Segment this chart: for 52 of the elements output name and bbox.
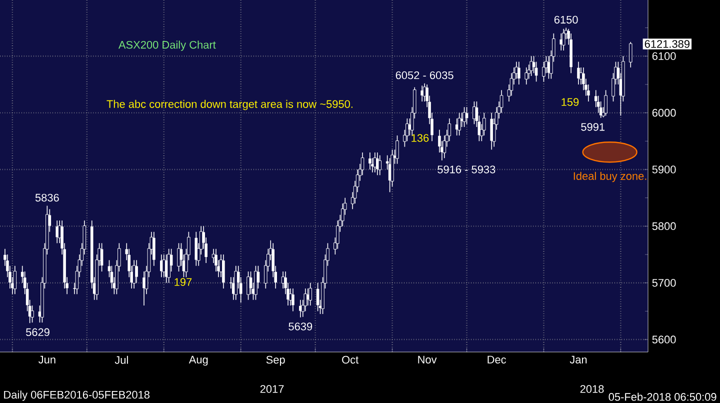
candlestick [560, 33, 563, 51]
y-tick-label: 5900 [652, 166, 676, 174]
annotation: 5991 [581, 123, 605, 131]
candlestick [577, 61, 580, 85]
annotation: 197 [174, 278, 192, 286]
candlestick [628, 42, 632, 68]
annotation: 5916 - 5933 [438, 166, 496, 174]
text: 2017 [260, 385, 284, 393]
annotation: 6121.389 [644, 40, 690, 48]
text: Daily 06FEB2016-05FEB2018 [4, 390, 150, 401]
candlestick [378, 154, 382, 176]
candlestick [518, 61, 520, 85]
candlestick [490, 112, 493, 150]
candlestick [177, 242, 180, 272]
candlestick [222, 254, 225, 289]
annotation: 6052 - 6035 [396, 71, 454, 80]
x-tick-label: Oct [342, 356, 359, 364]
annotation: 5629 [26, 328, 50, 336]
candlestick [100, 242, 104, 272]
candlestick [530, 56, 533, 76]
y-tick-label: 5600 [652, 336, 676, 344]
text: 2018 [580, 385, 604, 393]
candlestick [254, 265, 258, 300]
x-tick-label: Jun [38, 356, 56, 364]
candlestick [420, 85, 424, 102]
candlestick [246, 271, 250, 300]
annotation: 5639 [288, 322, 312, 330]
candlestick [472, 101, 476, 125]
annotation: 5836 [35, 194, 59, 202]
candlestick [465, 106, 468, 125]
x-tick-label: Nov [418, 356, 437, 364]
x-tick-label: Sep [266, 356, 285, 366]
annotation: 6150 [554, 16, 578, 24]
y-tick-label: 6000 [652, 108, 676, 117]
text: 05-Feb-2018 06:50:09 [608, 392, 716, 401]
annotation: 159 [562, 98, 579, 106]
candlestick [524, 67, 528, 85]
x-tick-label: Jul [114, 356, 128, 364]
candlestick [132, 260, 136, 289]
x-tick-label: Jan [570, 356, 587, 364]
candlestick [604, 90, 608, 116]
y-tick-label: 5800 [652, 222, 676, 230]
candlestick [152, 231, 156, 266]
annotation: The abc correction down target area is now ~5950. [106, 100, 352, 110]
x-tick-label: Dec [488, 356, 506, 364]
x-tick-label: Aug [188, 356, 208, 366]
candlestick [292, 288, 294, 312]
annotation: 136 [412, 134, 429, 142]
annotation: Ideal buy zone. [574, 172, 646, 182]
y-tick-label: 6100 [652, 52, 676, 60]
y-tick-label: 5700 [652, 278, 676, 287]
text: ASX200 Daily Chart [118, 40, 216, 51]
